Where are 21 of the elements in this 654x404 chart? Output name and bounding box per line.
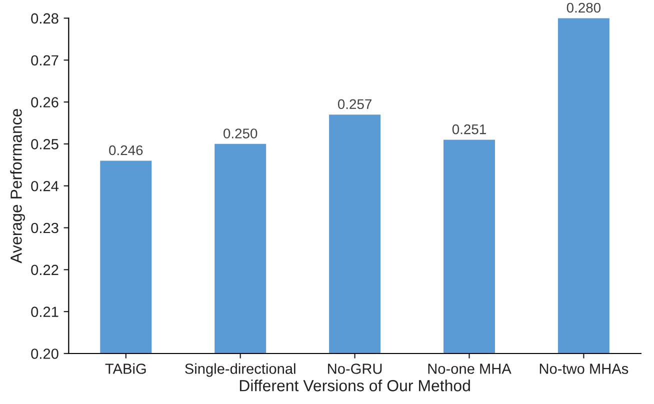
x-tick-label: No-one MHA: [428, 364, 512, 374]
x-tick-label: No-GRU: [328, 364, 382, 374]
data-label: 0.257: [338, 99, 372, 110]
y-axis-title: Average Performance: [10, 109, 26, 264]
y-tick-label: 0.22: [31, 264, 58, 276]
y-tick-label: 0.26: [31, 97, 58, 108]
y-tick-label: 0.20: [31, 348, 58, 359]
y-tick-label: 0.24: [31, 180, 59, 192]
y-tick-label: 0.25: [31, 139, 58, 150]
x-tick-label: Single-directional: [185, 363, 296, 377]
x-tick-label: No-two MHAs: [540, 364, 628, 374]
data-label: 0.251: [452, 124, 486, 134]
y-tick-label: 0.27: [31, 55, 58, 66]
data-label: 0.250: [224, 128, 258, 138]
x-axis-title: Different Versions of Our Method: [240, 380, 470, 392]
data-label: 0.280: [566, 2, 601, 13]
y-tick-label: 0.23: [31, 222, 58, 234]
x-tick-label: TABiG: [105, 363, 146, 374]
y-tick-label: 0.28: [31, 13, 58, 24]
data-label: 0.246: [109, 145, 143, 156]
y-tick-label: 0.21: [31, 306, 58, 318]
